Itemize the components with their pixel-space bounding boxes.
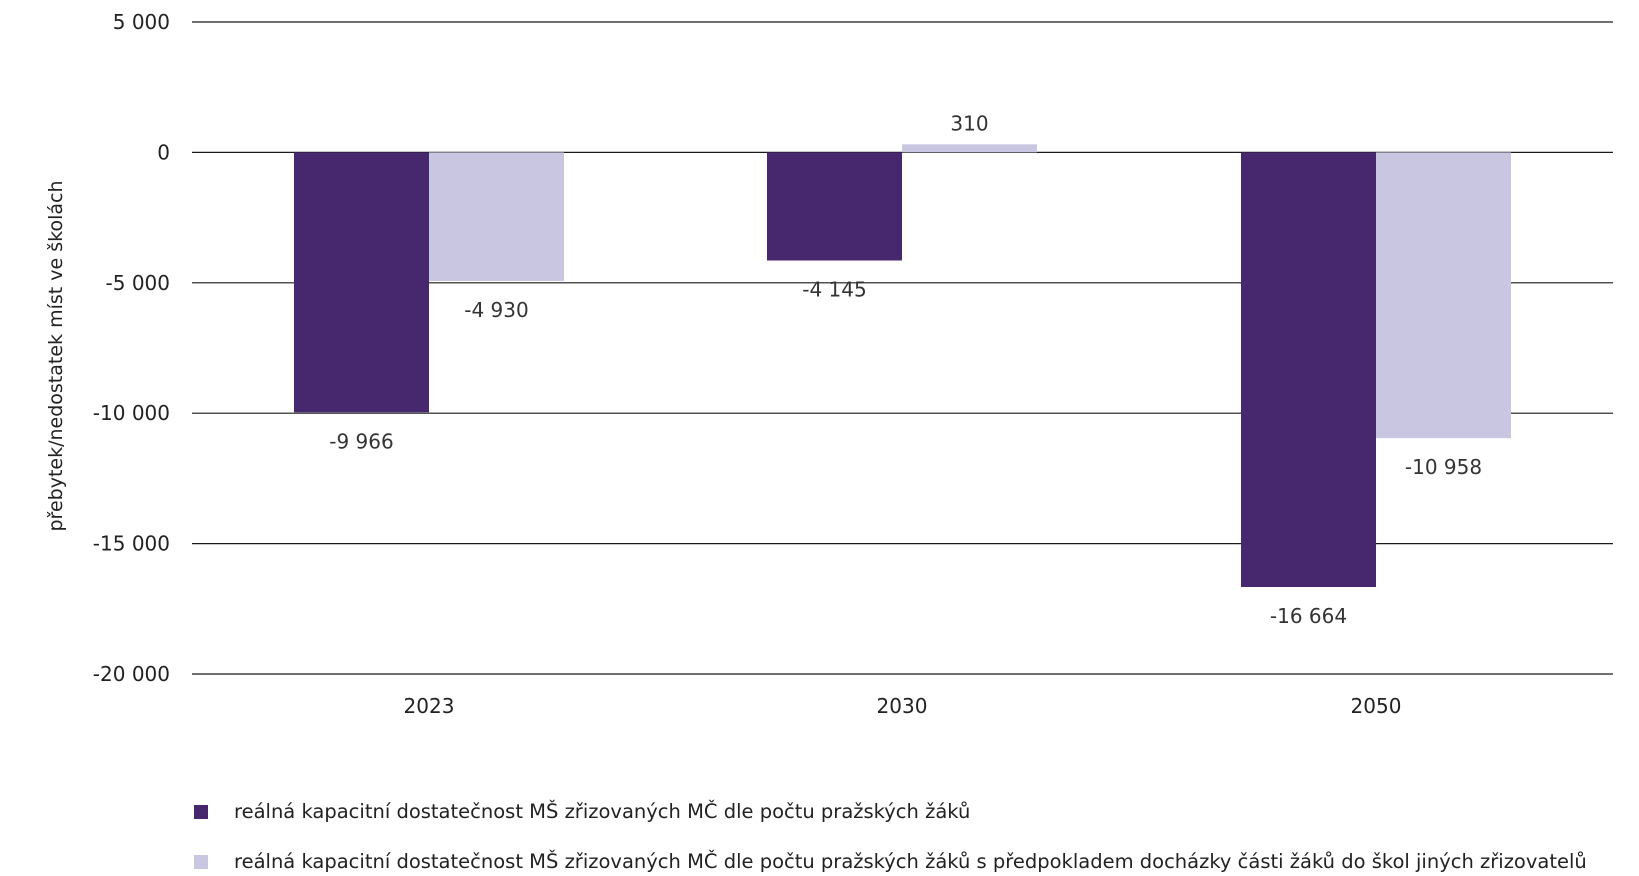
bar-series-2-2023 xyxy=(429,152,564,281)
legend-label-series-2: reálná kapacitní dostatečnost MŠ zřizova… xyxy=(234,850,1587,873)
x-tick-label: 2023 xyxy=(404,694,455,718)
data-label: -10 958 xyxy=(1405,455,1482,479)
data-label: 310 xyxy=(950,111,988,135)
bar-series-2-2030 xyxy=(902,144,1037,153)
legend-swatch-light xyxy=(194,854,208,869)
y-tick-label: -10 000 xyxy=(93,401,170,425)
bar-series-1-2023 xyxy=(294,152,429,413)
bar-series-2-2050 xyxy=(1376,152,1511,439)
data-label: -4 145 xyxy=(802,278,866,302)
y-axis-ticks: 5 000 0 -5 000 -10 000 -15 000 -20 000 xyxy=(93,10,170,686)
y-tick-label: -5 000 xyxy=(106,271,170,295)
y-axis-title: přebytek/nedostatek míst ve školách xyxy=(45,181,67,532)
y-tick-label: -15 000 xyxy=(93,532,170,556)
data-labels: -9 966 -4 145 -16 664 -4 930 310 -10 958 xyxy=(329,111,1482,628)
bar-series-1-2030 xyxy=(767,152,902,261)
y-tick-label: 0 xyxy=(157,140,170,164)
legend-swatch-dark xyxy=(194,804,208,819)
legend-label-series-1: reálná kapacitní dostatečnost MŠ zřizova… xyxy=(234,800,971,823)
legend-item-series-2: reálná kapacitní dostatečnost MŠ zřizova… xyxy=(194,850,1587,873)
bar-series-1-2050 xyxy=(1241,152,1376,587)
y-tick-label: -20 000 xyxy=(93,662,170,686)
legend-item-series-1: reálná kapacitní dostatečnost MŠ zřizova… xyxy=(194,800,970,823)
x-tick-label: 2050 xyxy=(1351,694,1402,718)
x-tick-label: 2030 xyxy=(877,694,928,718)
bars xyxy=(294,144,1511,587)
data-label: -9 966 xyxy=(329,429,393,453)
y-tick-label: 5 000 xyxy=(113,10,170,34)
x-axis-ticks: 2023 2030 2050 xyxy=(404,694,1402,718)
data-label: -4 930 xyxy=(464,298,528,322)
data-label: -16 664 xyxy=(1270,604,1347,628)
